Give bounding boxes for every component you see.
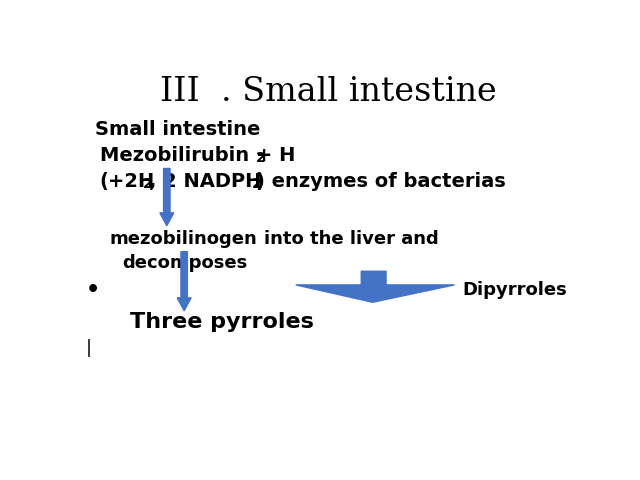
- FancyArrow shape: [160, 168, 173, 226]
- Text: mezobilinogen: mezobilinogen: [110, 230, 257, 248]
- FancyArrow shape: [177, 252, 191, 311]
- Text: , 2 NADPH: , 2 NADPH: [150, 172, 262, 191]
- Text: Small intestine: Small intestine: [95, 120, 260, 139]
- Text: decomposes: decomposes: [122, 254, 248, 272]
- Text: Dipyrroles: Dipyrroles: [462, 281, 566, 300]
- Text: 2: 2: [252, 177, 262, 191]
- Text: 2: 2: [143, 177, 153, 191]
- Text: 2: 2: [256, 151, 266, 165]
- Text: •: •: [86, 280, 100, 300]
- Text: Mezobilirubin + H: Mezobilirubin + H: [100, 146, 295, 165]
- Text: ) enzymes of bacterias: ) enzymes of bacterias: [256, 172, 506, 191]
- Text: |: |: [86, 339, 92, 357]
- Text: (+2H: (+2H: [100, 172, 155, 191]
- Text: into the liver and: into the liver and: [264, 230, 438, 248]
- Text: Three pyrroles: Three pyrroles: [129, 312, 314, 332]
- Polygon shape: [296, 271, 454, 302]
- Text: III  . Small intestine: III . Small intestine: [159, 76, 497, 108]
